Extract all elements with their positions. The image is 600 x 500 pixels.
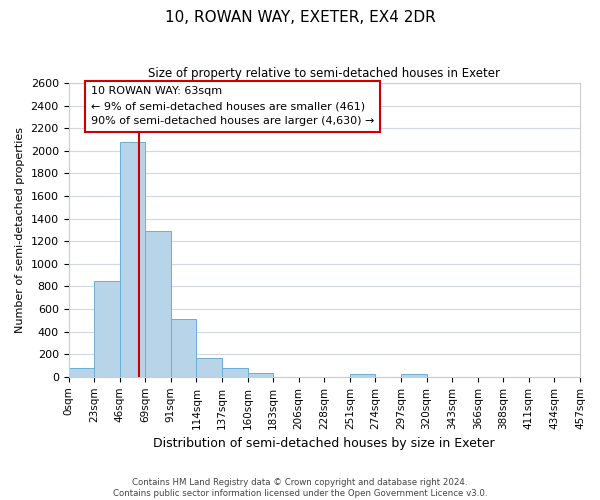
Bar	[222, 368, 248, 377]
Y-axis label: Number of semi-detached properties: Number of semi-detached properties	[15, 127, 25, 333]
Bar	[248, 373, 273, 377]
Bar	[196, 358, 222, 377]
Bar	[171, 319, 196, 377]
Bar	[145, 231, 171, 377]
Bar	[94, 281, 119, 377]
Title: Size of property relative to semi-detached houses in Exeter: Size of property relative to semi-detach…	[148, 68, 500, 80]
Text: 10, ROWAN WAY, EXETER, EX4 2DR: 10, ROWAN WAY, EXETER, EX4 2DR	[164, 10, 436, 25]
Bar	[401, 374, 427, 377]
Bar	[68, 368, 94, 377]
Text: 10 ROWAN WAY: 63sqm
← 9% of semi-detached houses are smaller (461)
90% of semi-d: 10 ROWAN WAY: 63sqm ← 9% of semi-detache…	[91, 86, 374, 126]
Text: Contains HM Land Registry data © Crown copyright and database right 2024.
Contai: Contains HM Land Registry data © Crown c…	[113, 478, 487, 498]
Bar	[350, 374, 376, 377]
X-axis label: Distribution of semi-detached houses by size in Exeter: Distribution of semi-detached houses by …	[154, 437, 495, 450]
Bar	[119, 142, 145, 377]
